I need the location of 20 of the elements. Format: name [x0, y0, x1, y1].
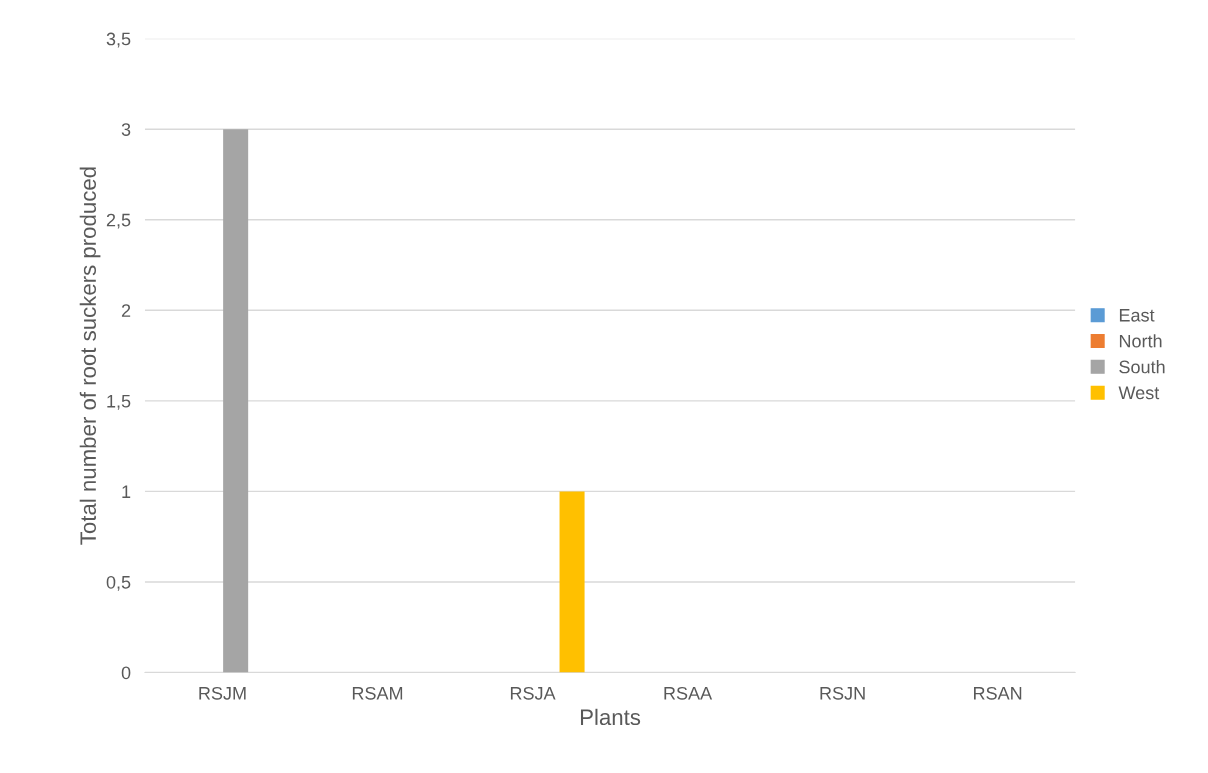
y-tick-label: 0 — [121, 666, 131, 680]
legend-label: East — [1119, 309, 1155, 322]
y-tick-label: 2 — [121, 304, 131, 317]
y-tick-label: 3,5 — [106, 32, 131, 48]
x-tick-label: RSJA — [510, 686, 556, 700]
y-tick-label: 1 — [122, 485, 131, 498]
x-tick-label: RSJM — [199, 686, 246, 700]
x-tick-label: RSJN — [820, 686, 865, 700]
legend-label: South — [1119, 360, 1165, 374]
y-tick-label: 0,5 — [106, 575, 131, 591]
y-axis-title: Total number of root suckers produced — [79, 167, 101, 545]
y-tick-label: 1,5 — [107, 394, 131, 410]
x-tick-label: RSAA — [664, 686, 713, 700]
legend-label: North — [1119, 334, 1162, 348]
legend-label: West — [1118, 386, 1160, 400]
x-tick-label: RSAN — [974, 686, 1022, 700]
y-tick-label: 3 — [121, 123, 131, 136]
y-tick-label: 2,5 — [106, 213, 131, 229]
x-tick-label: RSAM — [352, 686, 403, 700]
x-axis-title: Plants — [580, 708, 641, 726]
